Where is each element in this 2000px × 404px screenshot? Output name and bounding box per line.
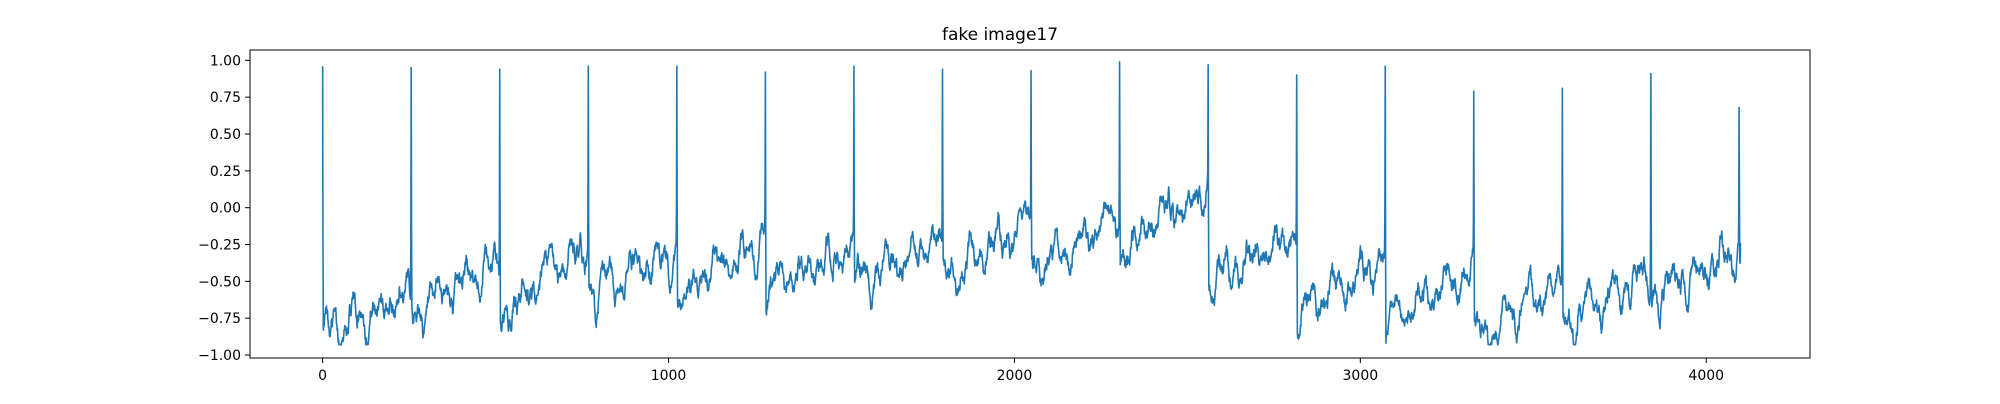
plot-frame (249, 49, 1811, 359)
x-tick-label: 0 (318, 368, 327, 384)
y-tick-label: 0.00 (210, 201, 241, 217)
x-tick-label: 3000 (1343, 368, 1379, 384)
y-tick-label: −1.00 (198, 348, 241, 364)
x-axis: 0 1000 2000 3000 4000 (318, 358, 1724, 384)
y-tick-label: −0.25 (198, 238, 241, 254)
plot-area (321, 60, 1742, 346)
y-tick-label: −0.50 (198, 274, 241, 290)
x-tick-label: 2000 (997, 368, 1033, 384)
y-tick-label: −0.75 (198, 311, 241, 327)
chart-title: fake image17 (942, 25, 1058, 45)
x-tick-label: 4000 (1688, 368, 1724, 384)
x-tick-label: 1000 (651, 368, 687, 384)
y-tick-label: 1.00 (210, 53, 241, 69)
y-axis: 1.00 0.75 0.50 0.25 0.00 −0.25 −0.50 −0.75 −1.00 (198, 53, 250, 364)
y-tick-label: 0.50 (210, 127, 241, 143)
y-tick-label: 0.25 (210, 164, 241, 180)
series-line-signal (321, 60, 1742, 346)
y-tick-label: 0.75 (210, 90, 241, 106)
